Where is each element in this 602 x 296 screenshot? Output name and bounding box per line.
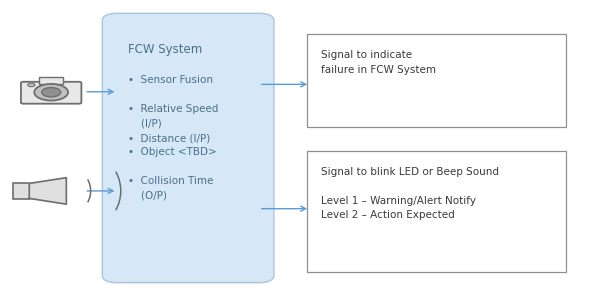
- Polygon shape: [29, 178, 66, 204]
- FancyBboxPatch shape: [39, 78, 63, 83]
- Circle shape: [34, 84, 68, 101]
- FancyBboxPatch shape: [307, 34, 566, 127]
- Text: Signal to blink LED or Beep Sound

Level 1 – Warning/Alert Notify
Level 2 – Acti: Signal to blink LED or Beep Sound Level …: [321, 167, 499, 221]
- FancyBboxPatch shape: [102, 13, 274, 283]
- FancyBboxPatch shape: [21, 82, 81, 104]
- Text: FCW System: FCW System: [128, 43, 202, 56]
- Text: •  Sensor Fusion

•  Relative Speed
    (I/P)
•  Distance (I/P)
•  Object <TBD>
: • Sensor Fusion • Relative Speed (I/P) •…: [128, 75, 219, 201]
- FancyBboxPatch shape: [13, 183, 31, 199]
- Circle shape: [42, 88, 61, 97]
- Circle shape: [28, 83, 35, 87]
- Text: Signal to indicate
failure in FCW System: Signal to indicate failure in FCW System: [321, 50, 436, 75]
- FancyBboxPatch shape: [307, 151, 566, 272]
